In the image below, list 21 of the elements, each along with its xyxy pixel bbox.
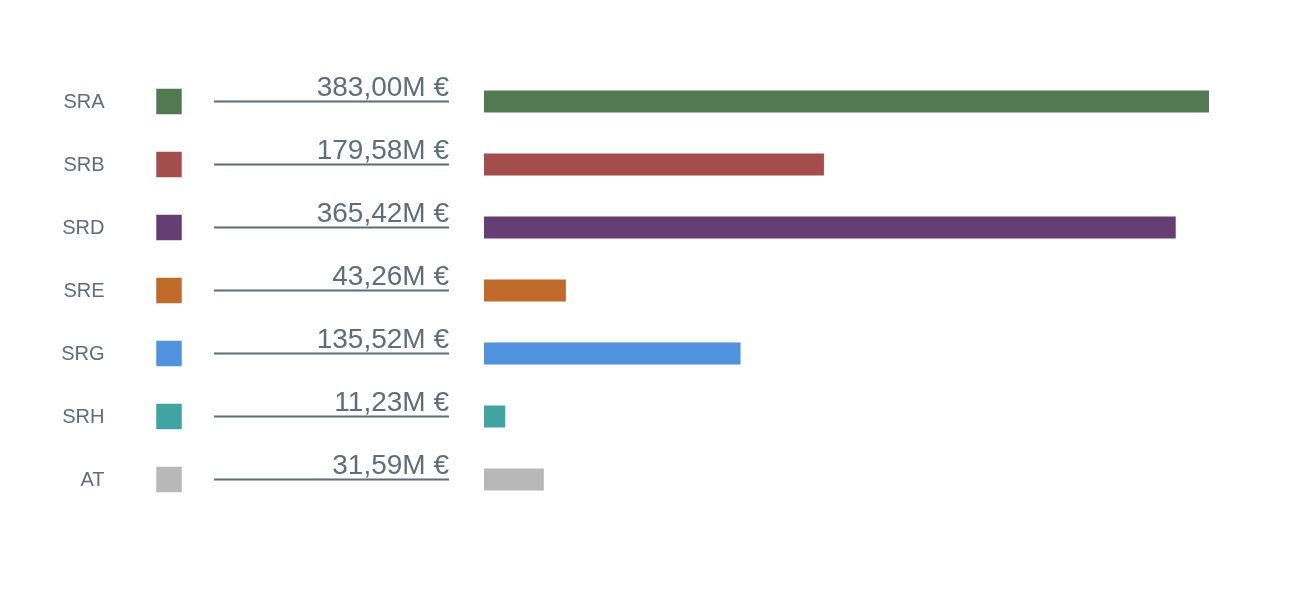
data-label: 135,52M €: [316, 322, 450, 354]
y-tick-label: SRG: [61, 341, 105, 364]
data-label: 383,00M €: [316, 70, 450, 102]
data-label: 43,26M €: [332, 259, 450, 291]
bar: [484, 405, 506, 428]
data-label: 11,23M €: [334, 385, 450, 417]
y-tick-label: SRA: [63, 89, 106, 112]
bar: [484, 468, 544, 491]
bar: [484, 153, 824, 176]
data-label: 31,59M €: [332, 448, 450, 480]
y-tick-label: SRH: [62, 404, 105, 427]
y-tick-label: SRE: [63, 278, 105, 301]
y-tick-label: SRD: [62, 215, 105, 238]
y-tick-label: SRB: [63, 152, 105, 175]
bar: [484, 216, 1176, 239]
data-label: 179,58M €: [316, 133, 450, 165]
bar: [484, 90, 1209, 113]
data-label: 365,42M €: [316, 196, 450, 228]
y-tick-label: AT: [80, 467, 105, 490]
bar: [484, 342, 741, 365]
bar: [484, 279, 566, 302]
